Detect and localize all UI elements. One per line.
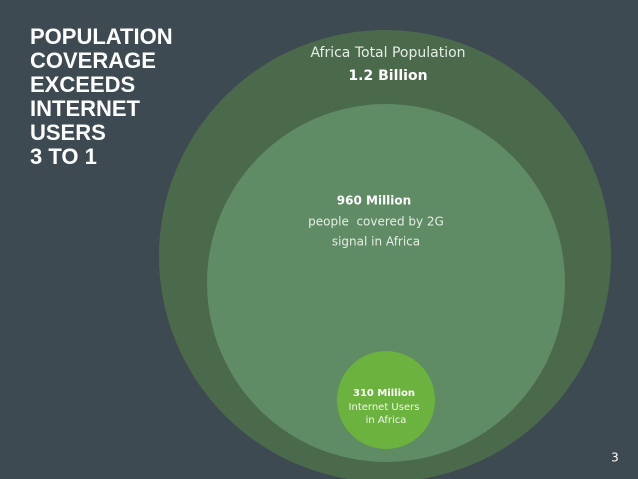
- inner-circle: [337, 351, 435, 449]
- circle-value: 960 Million: [337, 194, 411, 208]
- title-line: COVERAGE: [30, 48, 156, 73]
- slide-title: POPULATION COVERAGE EXCEEDS INTERNET USE…: [30, 24, 173, 169]
- circle-text: signal in Africa: [332, 235, 420, 249]
- circle-value: 310 Million: [353, 388, 415, 399]
- circle-text: in Africa: [366, 415, 407, 426]
- title-line: POPULATION: [30, 24, 173, 49]
- title-line: USERS: [30, 120, 106, 145]
- middle-circle: [207, 104, 565, 462]
- page-number: 3: [611, 451, 619, 465]
- title-line: 3 TO 1: [30, 144, 97, 169]
- title-line: INTERNET: [30, 96, 141, 121]
- circle-label: Africa Total Population: [310, 45, 465, 61]
- circle-text: people covered by 2G: [308, 215, 444, 229]
- circle-value: 1.2 Billion: [348, 68, 427, 84]
- title-line: EXCEEDS: [30, 72, 135, 97]
- circle-text: Internet Users: [349, 402, 420, 413]
